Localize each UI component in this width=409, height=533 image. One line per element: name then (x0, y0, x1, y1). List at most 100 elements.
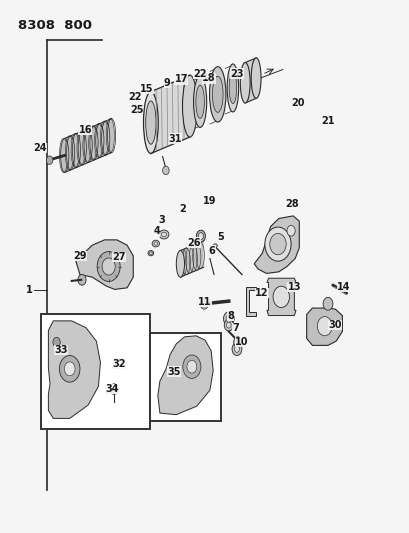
Ellipse shape (149, 252, 152, 254)
Bar (150, 333, 220, 421)
Ellipse shape (161, 232, 166, 237)
Ellipse shape (159, 230, 169, 239)
Circle shape (97, 252, 120, 281)
Text: 25: 25 (130, 106, 143, 115)
Circle shape (53, 337, 60, 347)
Text: 18: 18 (202, 74, 216, 83)
Circle shape (226, 315, 231, 322)
Text: 20: 20 (291, 99, 304, 108)
Text: 27: 27 (112, 252, 125, 262)
Ellipse shape (193, 76, 206, 127)
Circle shape (264, 227, 290, 261)
Polygon shape (48, 321, 100, 418)
Circle shape (286, 225, 294, 236)
Text: 3: 3 (158, 215, 165, 224)
Circle shape (59, 356, 80, 382)
Circle shape (64, 362, 75, 376)
Ellipse shape (251, 58, 261, 99)
Text: 19: 19 (203, 197, 216, 206)
Ellipse shape (106, 118, 114, 152)
Polygon shape (306, 308, 342, 345)
Ellipse shape (182, 75, 197, 137)
Ellipse shape (59, 139, 67, 173)
Text: 11: 11 (198, 297, 211, 307)
Text: 6: 6 (208, 246, 215, 255)
Ellipse shape (148, 251, 153, 256)
Circle shape (78, 274, 86, 285)
Text: 33: 33 (54, 345, 67, 355)
Polygon shape (151, 75, 189, 154)
Ellipse shape (227, 64, 238, 112)
Text: 23: 23 (230, 69, 243, 78)
Polygon shape (254, 216, 299, 273)
Ellipse shape (154, 242, 157, 245)
Circle shape (102, 258, 115, 275)
Polygon shape (245, 287, 256, 316)
Text: 15: 15 (140, 84, 153, 94)
Text: 8308  800: 8308 800 (18, 19, 92, 31)
Circle shape (226, 322, 231, 328)
Circle shape (187, 360, 196, 373)
Text: 24: 24 (34, 143, 47, 153)
Text: 35: 35 (167, 367, 180, 376)
Ellipse shape (88, 126, 97, 160)
Circle shape (223, 312, 234, 326)
Text: 28: 28 (284, 199, 298, 208)
Text: 8: 8 (227, 311, 234, 320)
Text: 4: 4 (153, 227, 160, 236)
Text: 1: 1 (26, 286, 33, 295)
Text: 34: 34 (105, 384, 118, 394)
Ellipse shape (229, 72, 236, 103)
Text: 5: 5 (216, 232, 223, 242)
Ellipse shape (152, 240, 159, 247)
Bar (41, 314, 149, 429)
Circle shape (269, 233, 285, 255)
Polygon shape (76, 240, 133, 289)
Circle shape (322, 297, 332, 310)
Circle shape (272, 286, 289, 308)
Ellipse shape (143, 92, 158, 154)
Circle shape (233, 337, 241, 348)
Polygon shape (157, 336, 213, 415)
Text: 14: 14 (336, 282, 349, 292)
Text: 2: 2 (179, 205, 185, 214)
Circle shape (46, 156, 53, 165)
Circle shape (200, 298, 208, 309)
Text: 22: 22 (193, 69, 206, 78)
Circle shape (317, 317, 331, 336)
Text: 10: 10 (235, 337, 248, 347)
Ellipse shape (100, 121, 108, 155)
Ellipse shape (209, 67, 225, 122)
Text: 26: 26 (187, 238, 200, 247)
Text: 9: 9 (164, 78, 170, 87)
Ellipse shape (198, 233, 203, 240)
Circle shape (162, 166, 169, 175)
Ellipse shape (145, 101, 156, 144)
Ellipse shape (196, 230, 205, 242)
Text: 32: 32 (112, 359, 125, 368)
Ellipse shape (94, 124, 103, 158)
Text: 12: 12 (254, 288, 267, 298)
Circle shape (182, 355, 200, 378)
Ellipse shape (65, 136, 73, 170)
Text: 21: 21 (321, 116, 334, 126)
Text: 17: 17 (174, 75, 187, 84)
Ellipse shape (71, 133, 79, 167)
Circle shape (231, 343, 241, 356)
Ellipse shape (196, 85, 204, 118)
Text: 22: 22 (128, 92, 142, 102)
Ellipse shape (83, 128, 91, 163)
Ellipse shape (212, 76, 222, 112)
Text: 30: 30 (328, 320, 341, 330)
Text: 16: 16 (79, 125, 92, 134)
Polygon shape (245, 58, 256, 103)
Text: 29: 29 (73, 251, 86, 261)
Text: 13: 13 (287, 282, 300, 292)
Ellipse shape (77, 131, 85, 165)
Ellipse shape (213, 244, 217, 247)
Polygon shape (180, 240, 203, 277)
Circle shape (110, 384, 118, 394)
Text: 1: 1 (26, 286, 33, 295)
Polygon shape (65, 118, 111, 173)
Circle shape (224, 319, 233, 331)
